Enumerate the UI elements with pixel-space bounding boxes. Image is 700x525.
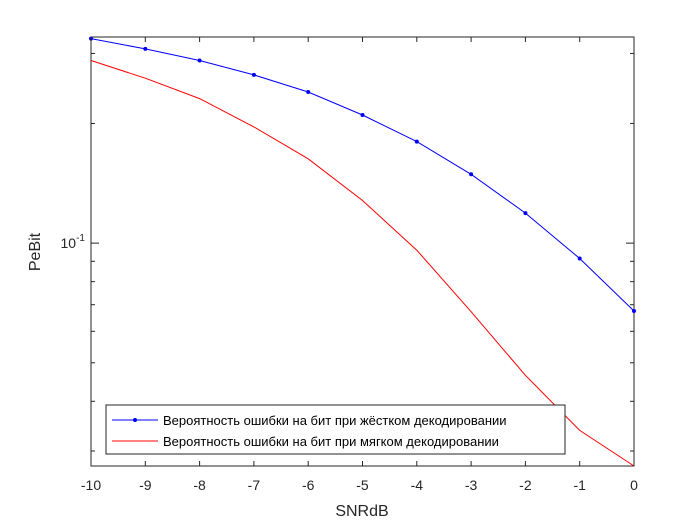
data-point [306,89,311,94]
legend-entry: Вероятность ошибки на бит при жёстком де… [163,413,507,428]
data-point [360,113,365,118]
data-point [469,172,474,177]
data-point [143,46,148,51]
plot-frame [90,36,635,467]
data-point [414,139,419,144]
data-point [632,308,636,313]
x-tick-label: 0 [630,477,638,493]
x-tick-label: -5 [356,477,369,493]
plot-area [90,36,635,467]
data-point [251,72,256,77]
chart-marks [89,36,636,467]
series-line-2 [90,60,635,467]
legend: Вероятность ошибки на бит при жёстком де… [105,404,566,455]
x-tick-label: -8 [193,477,206,493]
x-axis-label: SNRdB [335,503,388,520]
x-tick-label: -1 [573,477,586,493]
x-tick-label: -10 [81,477,101,493]
y-axis-label: PeBit [27,232,44,271]
x-tick-label: -2 [519,477,532,493]
data-point [523,211,528,216]
y-tick-label: 10-1 [61,233,86,251]
x-tick-label: -3 [465,477,478,493]
legend-box [105,404,566,455]
legend-entry: Вероятность ошибки на бит при мягком дек… [163,434,499,449]
axes: -10 -9 -8 -7 -6 -5 -4 -3 -2 -1 010-1 [61,37,638,493]
x-tick-label: -9 [139,477,152,493]
legend-marker [133,418,137,422]
x-tick-label: -4 [411,477,424,493]
x-tick-label: -7 [248,477,261,493]
data-point [197,58,202,63]
x-tick-label: -6 [302,477,315,493]
data-point [577,256,582,261]
